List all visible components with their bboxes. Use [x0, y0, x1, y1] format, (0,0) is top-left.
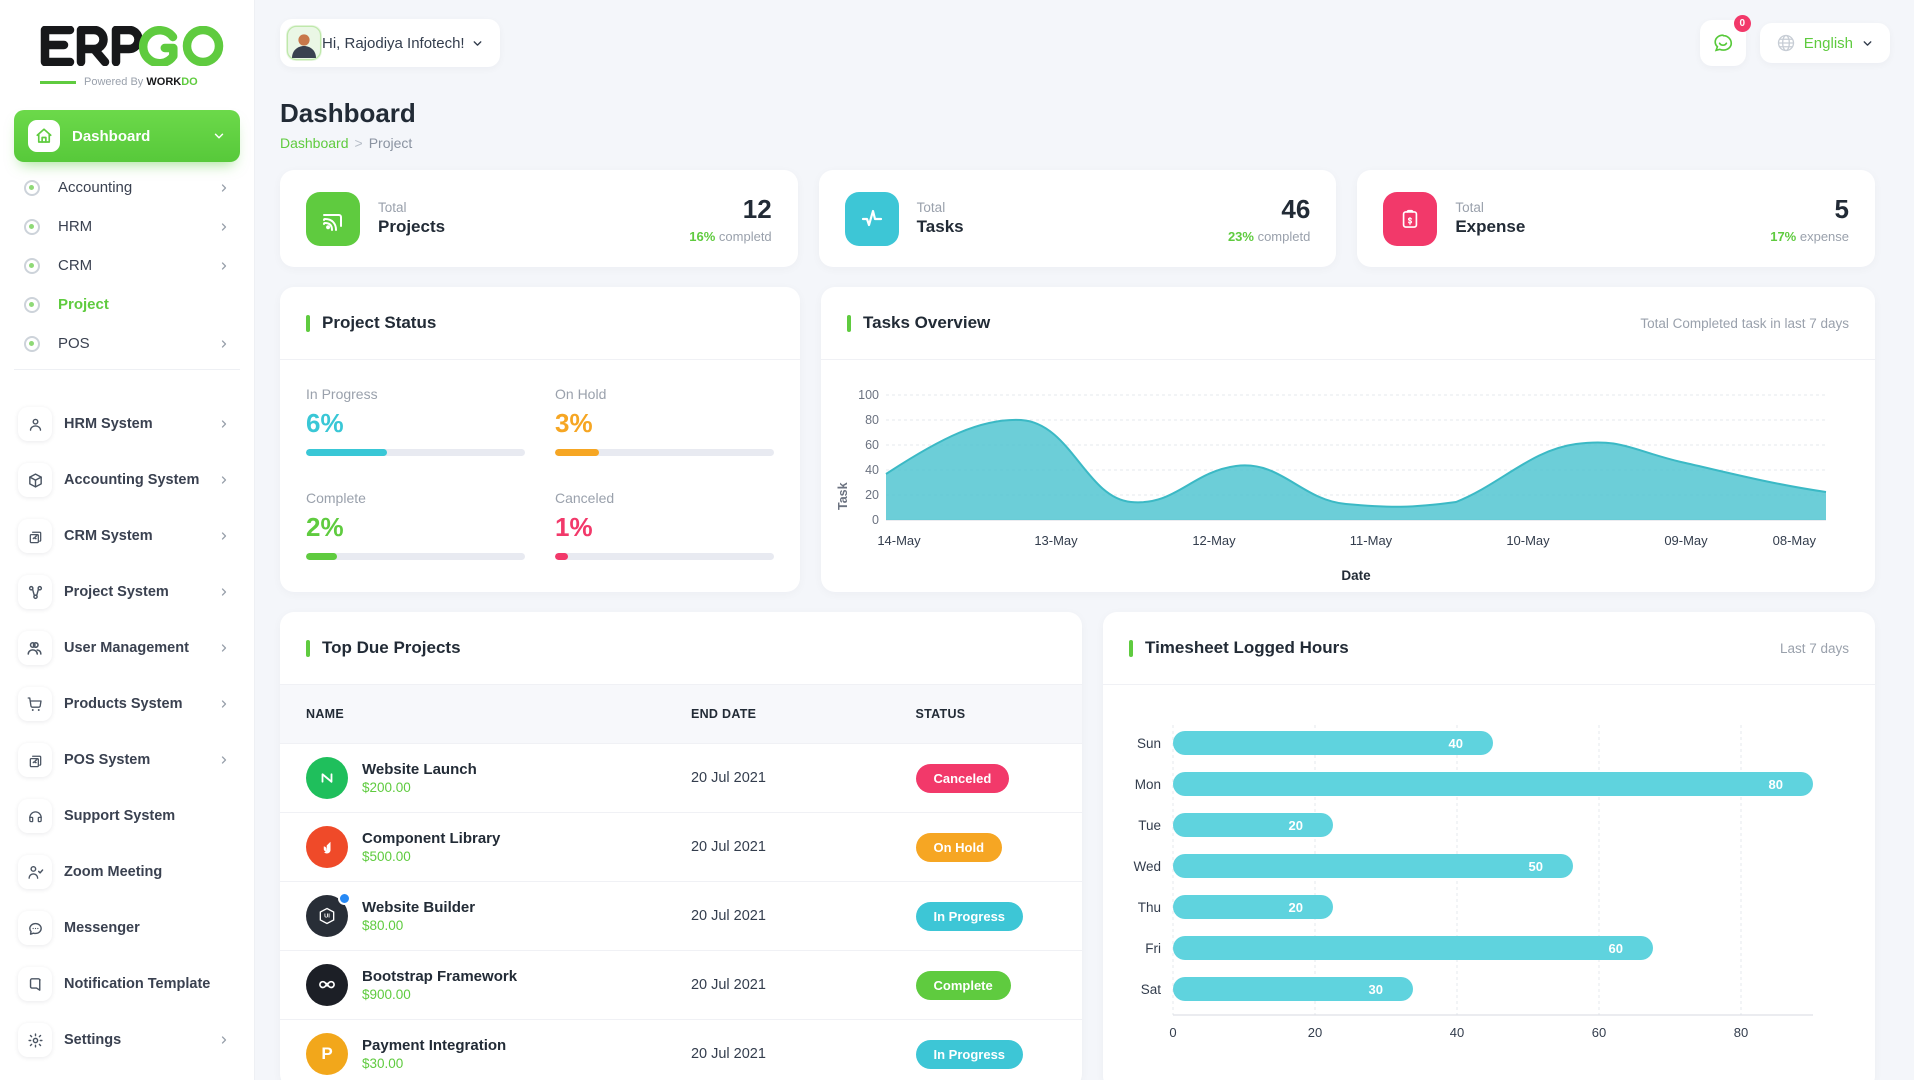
- svg-text:11-May: 11-May: [1350, 533, 1393, 548]
- svg-text:20: 20: [1308, 1025, 1322, 1040]
- svg-text:60: 60: [1592, 1025, 1606, 1040]
- svg-text:Date: Date: [1341, 568, 1371, 583]
- svg-text:12-May: 12-May: [1192, 533, 1236, 548]
- svg-text:08-May: 08-May: [1773, 533, 1817, 548]
- svg-text:20: 20: [1289, 900, 1303, 915]
- svg-text:40: 40: [1449, 736, 1463, 751]
- svg-text:80: 80: [865, 413, 879, 427]
- svg-text:80: 80: [1734, 1025, 1748, 1040]
- svg-text:60: 60: [1609, 941, 1623, 956]
- svg-text:Tue: Tue: [1138, 818, 1161, 833]
- svg-text:20: 20: [1289, 818, 1303, 833]
- svg-text:0: 0: [1169, 1025, 1176, 1040]
- svg-text:UI: UI: [324, 914, 330, 920]
- svg-text:Mon: Mon: [1135, 777, 1161, 792]
- svg-text:60: 60: [865, 438, 879, 452]
- svg-text:Thu: Thu: [1138, 900, 1161, 915]
- svg-text:80: 80: [1769, 777, 1783, 792]
- svg-text:40: 40: [865, 463, 879, 477]
- svg-text:0: 0: [872, 513, 879, 527]
- svg-text:Wed: Wed: [1133, 859, 1161, 874]
- svg-text:14-May: 14-May: [877, 533, 921, 548]
- svg-text:Sat: Sat: [1141, 982, 1162, 997]
- svg-text:40: 40: [1450, 1025, 1464, 1040]
- svg-text:09-May: 09-May: [1664, 533, 1708, 548]
- svg-text:20: 20: [865, 488, 879, 502]
- svg-text:50: 50: [1529, 859, 1543, 874]
- svg-text:Sun: Sun: [1137, 736, 1161, 751]
- svg-text:100: 100: [858, 388, 879, 402]
- svg-text:10-May: 10-May: [1506, 533, 1550, 548]
- svg-text:13-May: 13-May: [1034, 533, 1078, 548]
- svg-text:30: 30: [1369, 982, 1383, 997]
- svg-text:Task: Task: [836, 482, 850, 510]
- svg-text:Fri: Fri: [1145, 941, 1161, 956]
